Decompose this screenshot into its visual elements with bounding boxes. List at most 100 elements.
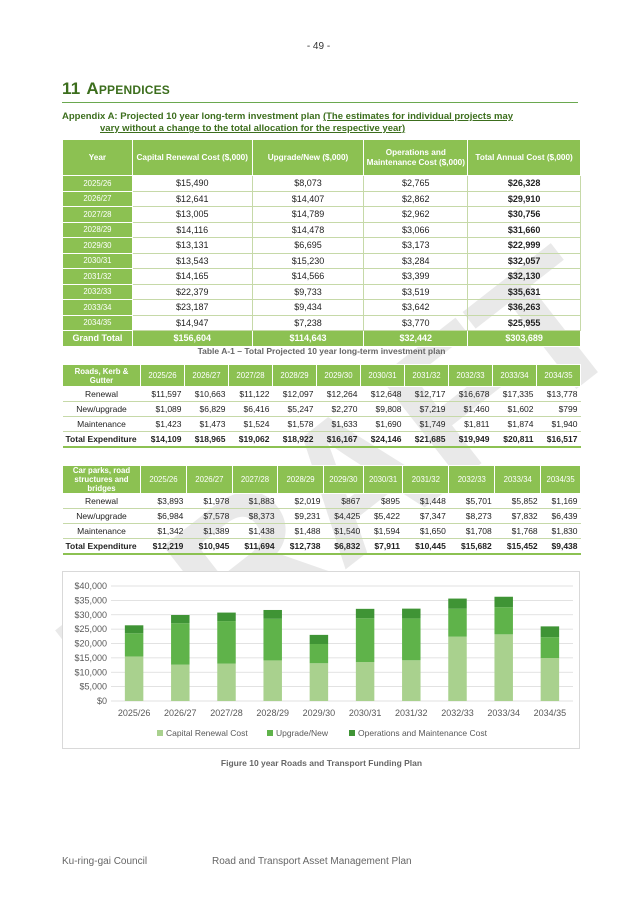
summary-value-cell: $2,862 <box>363 190 469 207</box>
x-tick-label: 2034/35 <box>534 708 567 718</box>
summary-value-cell: $22,379 <box>131 283 253 300</box>
bar-segment <box>355 608 375 619</box>
grand-total-value: $156,604 <box>131 330 253 347</box>
roads-row: New/upgrade $1,089 $6,829 $6,416 $5,247 $2,27… <box>62 401 581 417</box>
carparks-row: Renewal $3,893 $1,978 $1,883 $2,019 $867 $895 $… <box>62 493 581 509</box>
appendix-note-line2: vary without a change to the total alloc… <box>100 123 406 134</box>
roads-value-cell: $799 <box>536 401 581 417</box>
bar-segment <box>309 644 329 664</box>
carparks-value-cell: $7,832 <box>494 508 541 524</box>
roads-category-label: Roads, Kerb & Gutter <box>62 364 141 387</box>
summary-value-cell: $3,284 <box>363 252 469 269</box>
summary-value-cell: $32,130 <box>467 268 581 285</box>
roads-row-label: Total Expenditure <box>62 431 141 448</box>
summary-value-cell: $15,230 <box>251 252 365 269</box>
roads-year-header: 2026/27 <box>184 364 229 387</box>
x-tick-label: 2029/30 <box>303 708 336 718</box>
roads-year-header: 2028/29 <box>272 364 317 387</box>
summary-row: 2033/34 $23,187 $9,434 $3,642 $36,263 <box>62 299 581 316</box>
col-header-upgrade-new: Upgrade/New ($,000) <box>251 139 365 176</box>
roads-row-label: Renewal <box>62 386 141 402</box>
carparks-row-label: New/upgrade <box>62 508 141 524</box>
figure-caption: Figure 10 year Roads and Transport Fundi… <box>220 758 423 768</box>
summary-value-cell: $3,399 <box>363 268 469 285</box>
carparks-value-cell: $7,578 <box>186 508 233 524</box>
roads-row: Renewal $11,597 $10,663 $11,122 $12,097 $12,2… <box>62 386 581 402</box>
carparks-value-cell: $895 <box>363 493 403 509</box>
y-tick-label: $40,000 <box>74 581 107 591</box>
roads-value-cell: $1,524 <box>228 416 273 432</box>
carparks-year-header: 2033/34 <box>494 465 542 494</box>
x-tick-label: 2033/34 <box>487 708 520 718</box>
summary-value-cell: $8,073 <box>251 175 365 192</box>
summary-row: 2032/33 $22,379 $9,733 $3,519 $35,631 <box>62 283 581 300</box>
summary-value-cell: $6,695 <box>251 237 365 254</box>
carparks-row: Total Expenditure $12,219 $10,945 $11,694 $1… <box>62 538 581 555</box>
roads-row-label: New/upgrade <box>62 401 141 417</box>
x-tick-label: 2030/31 <box>349 708 382 718</box>
summary-year-cell: 2028/29 <box>62 221 133 238</box>
roads-value-cell: $14,109 <box>140 431 185 448</box>
carparks-value-cell: $8,373 <box>232 508 278 524</box>
carparks-value-cell: $867 <box>323 493 364 509</box>
roads-year-header: 2034/35 <box>536 364 581 387</box>
carparks-value-cell: $7,911 <box>363 538 403 555</box>
carparks-row: New/upgrade $6,984 $7,578 $8,373 $9,231 $4,42… <box>62 508 581 524</box>
page-number: - 49 - <box>306 41 331 52</box>
grand-total-value: $114,643 <box>251 330 365 347</box>
roads-row-label: Maintenance <box>62 416 141 432</box>
summary-value-cell: $14,789 <box>251 206 365 223</box>
summary-value-cell: $3,770 <box>363 314 469 331</box>
grand-total-label: Grand Total <box>62 330 133 347</box>
appendix-title: Appendix A: Projected 10 year long-term … <box>62 111 578 135</box>
roads-year-header: 2030/31 <box>360 364 405 387</box>
roads-header-row: Roads, Kerb & Gutter 2025/26 2026/27 2027/… <box>62 364 581 387</box>
y-tick-label: $25,000 <box>74 624 107 634</box>
summary-value-cell: $31,660 <box>467 221 581 238</box>
bar-segment <box>448 608 467 637</box>
summary-year-cell: 2029/30 <box>62 237 133 254</box>
x-tick-label: 2027/28 <box>210 708 243 718</box>
carparks-value-cell: $1,342 <box>140 523 187 539</box>
y-tick-label: $5,000 <box>79 682 107 692</box>
carparks-value-cell: $5,422 <box>363 508 403 524</box>
bar-segment <box>171 623 190 665</box>
carparks-value-cell: $5,852 <box>494 493 541 509</box>
summary-value-cell: $9,434 <box>251 299 365 316</box>
roads-year-header: 2033/34 <box>492 364 537 387</box>
y-tick-label: $10,000 <box>74 667 107 677</box>
carparks-year-header: 2030/31 <box>362 465 404 494</box>
summary-value-cell: $23,187 <box>131 299 253 316</box>
bar-segment <box>355 662 375 701</box>
bar-segment <box>494 634 513 701</box>
carparks-value-cell: $15,452 <box>494 538 541 555</box>
roads-body: Renewal $11,597 $10,663 $11,122 $12,097 $12,2… <box>62 386 581 448</box>
bar-segment <box>171 615 190 624</box>
carparks-value-cell: $12,219 <box>140 538 187 555</box>
y-tick-label: $30,000 <box>74 610 107 620</box>
col-header-total-annual: Total Annual Cost ($,000) <box>467 139 581 176</box>
carparks-value-cell: $8,273 <box>448 508 495 524</box>
bar-segment <box>263 660 282 701</box>
roads-value-cell: $16,167 <box>316 431 361 448</box>
legend-swatch <box>157 730 163 736</box>
y-tick-label: $15,000 <box>74 653 107 663</box>
summary-value-cell: $3,066 <box>363 221 469 238</box>
carparks-year-header: 2034/35 <box>540 465 581 494</box>
roads-value-cell: $12,264 <box>316 386 361 402</box>
carparks-value-cell: $6,439 <box>540 508 581 524</box>
roads-kerb-gutter-table: Roads, Kerb & Gutter 2025/26 2026/27 2027/… <box>62 364 581 448</box>
roads-value-cell: $1,578 <box>272 416 317 432</box>
carparks-year-header: 2026/27 <box>185 465 233 494</box>
carparks-value-cell: $1,650 <box>402 523 449 539</box>
roads-value-cell: $1,460 <box>448 401 493 417</box>
roads-value-cell: $1,874 <box>492 416 537 432</box>
appendix-prefix: Appendix A: Projected 10 year long-term … <box>62 111 321 122</box>
roads-value-cell: $6,829 <box>184 401 229 417</box>
table-caption: Table A-1 – Total Projected 10 year long… <box>197 346 446 356</box>
y-tick-label: $20,000 <box>74 639 107 649</box>
carparks-value-cell: $9,438 <box>540 538 581 555</box>
summary-value-cell: $14,116 <box>131 221 253 238</box>
investment-summary-table: Year Capital Renewal Cost ($,000) Upgrad… <box>62 139 581 347</box>
summary-value-cell: $2,962 <box>363 206 469 223</box>
